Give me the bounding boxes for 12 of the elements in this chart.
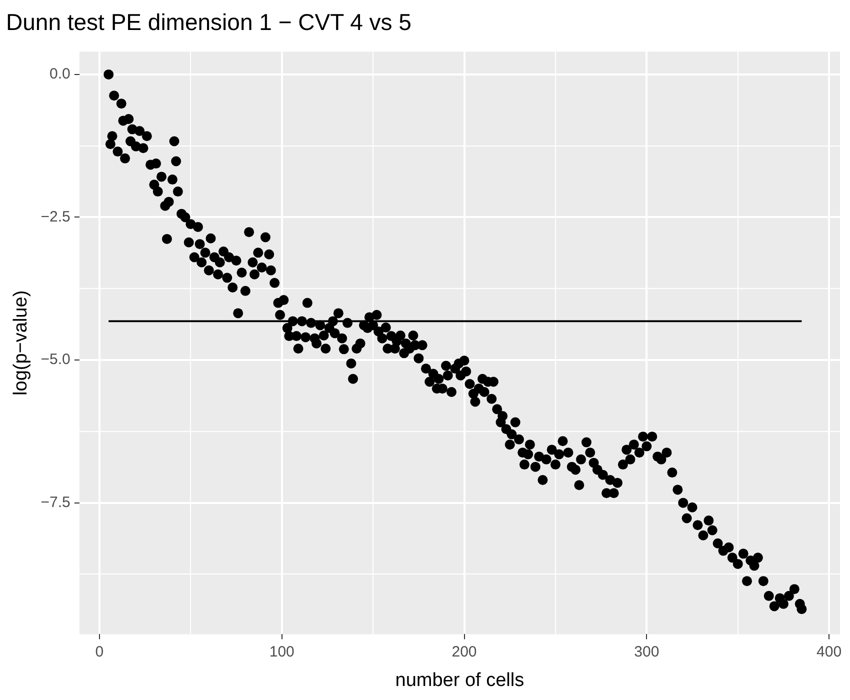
x-tick-label: 200 — [452, 643, 477, 660]
x-axis-title: number of cells — [395, 670, 524, 691]
x-tick-label: 300 — [634, 643, 660, 660]
x-tick-label: 0 — [95, 643, 104, 660]
chart-title: Dunn test PE dimension 1 − CVT 4 vs 5 — [6, 9, 412, 36]
y-tick-label: 0.0 — [50, 66, 70, 83]
x-tick-label: 100 — [269, 643, 294, 660]
y-axis-title: log(p−value) — [10, 290, 32, 396]
y-tick-label: −7.5 — [40, 494, 70, 511]
y-tick-label: −2.5 — [40, 208, 70, 226]
y-tick-label: −5.0 — [40, 351, 70, 368]
x-tick-label: 400 — [816, 643, 842, 660]
